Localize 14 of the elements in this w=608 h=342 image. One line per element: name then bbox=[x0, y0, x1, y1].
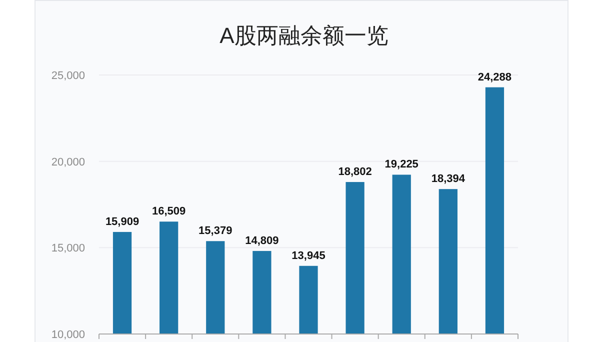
chart-title: A股两融余额一览 bbox=[220, 23, 388, 48]
data-label: 18,394 bbox=[431, 173, 466, 186]
data-label: 24,288 bbox=[478, 71, 512, 84]
y-tick-label: 10,000 bbox=[51, 329, 85, 341]
data-label: 15,379 bbox=[198, 225, 232, 238]
y-tick-label: 25,000 bbox=[51, 70, 85, 82]
data-label: 15,909 bbox=[105, 216, 140, 228]
data-label: 14,809 bbox=[245, 234, 279, 247]
data-label: 16,509 bbox=[152, 206, 186, 218]
y-tick-label: 20,000 bbox=[51, 156, 85, 168]
data-label: 13,945 bbox=[292, 250, 326, 262]
data-label: 19,225 bbox=[384, 158, 418, 171]
data-label: 18,802 bbox=[338, 166, 372, 178]
y-tick-label: 15,000 bbox=[51, 242, 85, 255]
